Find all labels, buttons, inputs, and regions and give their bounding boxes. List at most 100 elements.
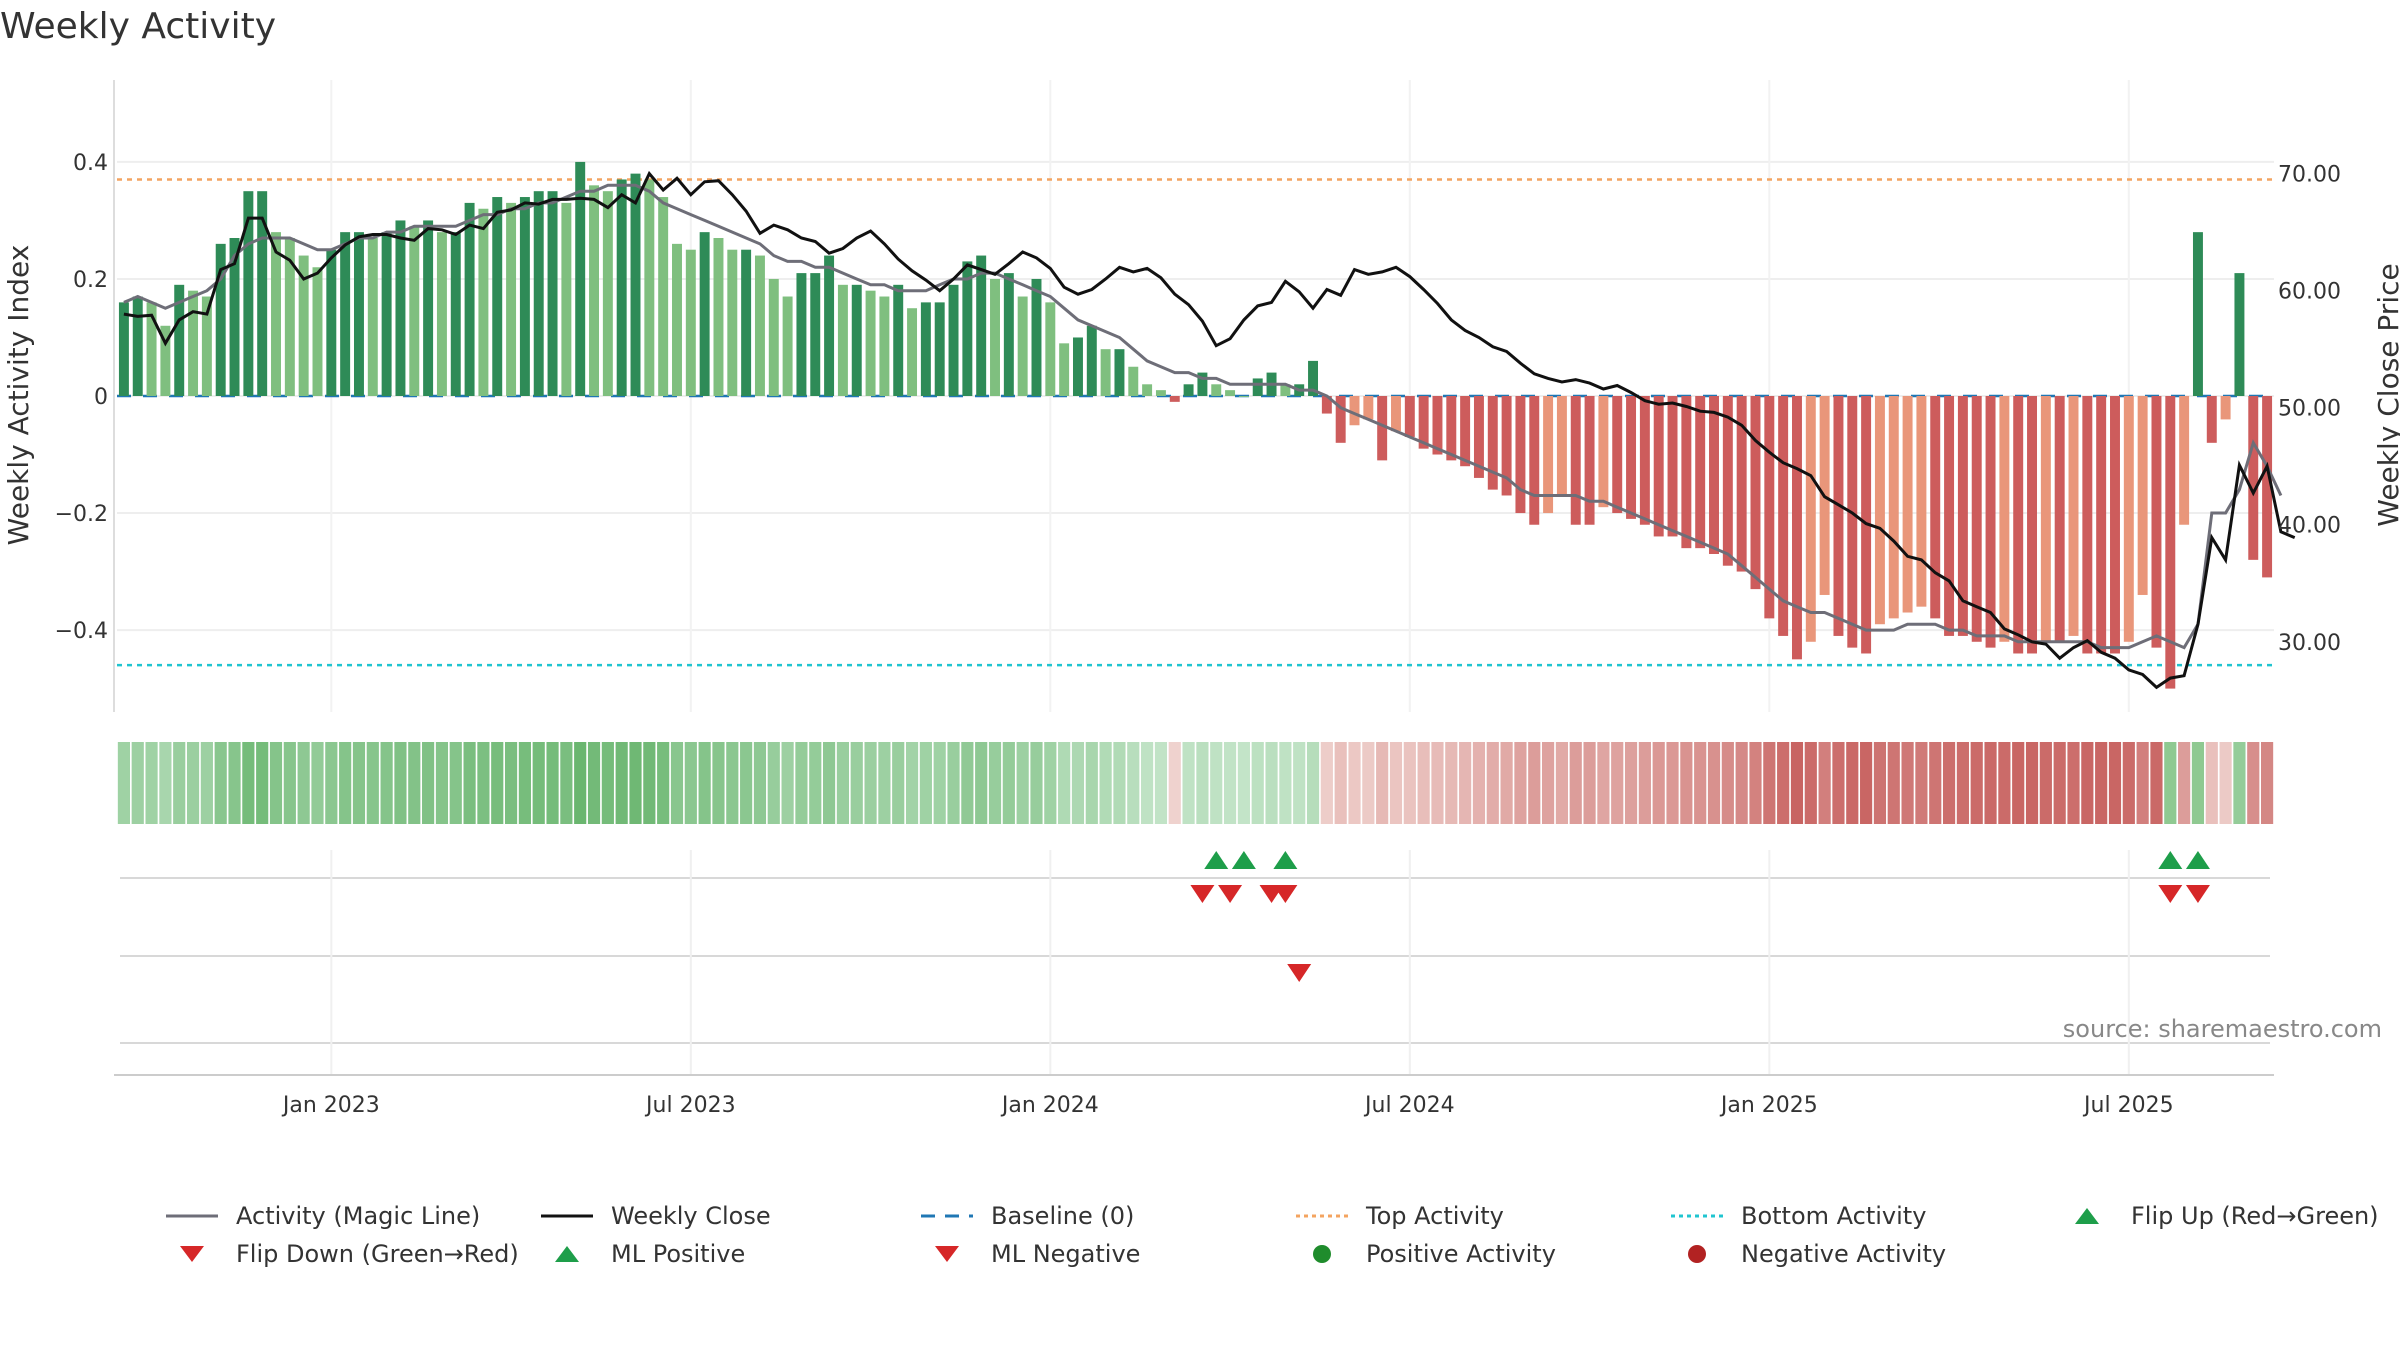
activity-bar bbox=[824, 255, 835, 396]
heat-cell bbox=[947, 742, 960, 824]
heat-cell bbox=[1500, 742, 1513, 824]
legend-item: ML Positive bbox=[535, 1238, 745, 1270]
ml-negative-marker bbox=[2185, 885, 2210, 903]
activity-bar bbox=[2165, 396, 2176, 689]
activity-bar bbox=[2151, 396, 2162, 648]
heat-cell bbox=[1984, 742, 1997, 824]
y-tick-left: −0.4 bbox=[55, 619, 108, 644]
activity-bar bbox=[1501, 396, 1512, 496]
y-tick-right: 30.00 bbox=[2278, 631, 2341, 656]
heat-cell bbox=[1956, 742, 1969, 824]
activity-bar bbox=[533, 191, 544, 396]
heat-cell bbox=[2205, 742, 2218, 824]
heat-cell bbox=[988, 742, 1002, 824]
heat-cell bbox=[574, 742, 587, 824]
activity-bar bbox=[1072, 337, 1083, 396]
heat-cell bbox=[366, 742, 379, 824]
activity-bar bbox=[174, 284, 185, 396]
heat-cell bbox=[629, 742, 642, 824]
activity-bar bbox=[934, 302, 945, 396]
heat-cell bbox=[2233, 742, 2246, 824]
heat-cell bbox=[131, 742, 144, 824]
heat-cell bbox=[1030, 742, 1043, 824]
activity-bar bbox=[312, 267, 323, 396]
activity-bar bbox=[492, 197, 503, 396]
activity-bar bbox=[1639, 396, 1650, 525]
heat-cell bbox=[477, 742, 490, 824]
activity-bar bbox=[990, 278, 1000, 396]
activity-bar bbox=[284, 238, 295, 396]
activity-bar bbox=[1031, 278, 1042, 396]
activity-bar bbox=[118, 302, 129, 396]
activity-bar bbox=[395, 220, 406, 396]
activity-bar bbox=[865, 290, 876, 396]
heat-cell bbox=[1666, 742, 1679, 824]
activity-bar bbox=[2040, 396, 2051, 642]
heat-cell bbox=[1707, 742, 1721, 824]
activity-bar bbox=[1418, 396, 1429, 449]
activity-bar bbox=[1059, 343, 1070, 396]
tri-up-green-icon bbox=[2075, 1208, 2099, 1224]
circle-darkred-icon bbox=[1688, 1245, 1706, 1263]
heat-cell bbox=[712, 742, 725, 824]
activity-bar bbox=[1791, 396, 1802, 660]
activity-bar bbox=[506, 202, 517, 396]
ml-positive-marker bbox=[1204, 851, 1229, 869]
activity-bar bbox=[257, 191, 268, 396]
heat-cell bbox=[2191, 742, 2205, 824]
weekly-close-series bbox=[123, 170, 2296, 690]
activity-bar bbox=[1045, 302, 1056, 396]
heat-cell bbox=[864, 742, 877, 824]
heat-cell bbox=[1320, 742, 1333, 824]
heat-cell bbox=[933, 742, 946, 824]
heat-cell bbox=[1749, 742, 1762, 824]
activity-bar bbox=[1473, 396, 1484, 478]
activity-bar bbox=[1377, 396, 1388, 461]
activity-bar bbox=[1238, 396, 1249, 397]
activity-bar bbox=[879, 296, 890, 396]
activity-bar bbox=[1584, 396, 1595, 525]
heat-cell bbox=[1196, 742, 1209, 824]
activity-bar bbox=[920, 302, 931, 396]
heat-cell bbox=[1860, 742, 1873, 824]
heat-cell bbox=[1141, 742, 1154, 824]
ml-negative-marker bbox=[1190, 885, 1215, 903]
heat-cell bbox=[394, 742, 407, 824]
heat-cell bbox=[546, 742, 559, 824]
chart-canvas: 0.4 0.2 0 −0.2 −0.4 70.00 60.00 50.00 40.00 30.00… bbox=[2, 80, 2400, 1118]
heat-cell bbox=[878, 742, 891, 824]
heat-cell bbox=[2178, 742, 2191, 824]
heat-cell bbox=[1887, 742, 1900, 824]
activity-bar bbox=[1874, 396, 1885, 625]
heat-cell bbox=[532, 742, 545, 824]
activity-bar bbox=[1847, 396, 1858, 648]
heat-cell bbox=[2053, 742, 2066, 824]
activity-bar bbox=[381, 232, 392, 396]
heat-cell bbox=[1459, 742, 1472, 824]
heat-cell bbox=[1929, 742, 1942, 824]
x-axis: Jan 2023 Jul 2023 Jan 2024 Jul 2024 Jan 2025… bbox=[281, 1093, 2174, 1118]
activity-bar bbox=[1225, 390, 1236, 396]
activity-bar bbox=[589, 185, 600, 396]
activity-bar bbox=[2192, 232, 2203, 396]
heat-cell bbox=[228, 742, 241, 824]
activity-bar bbox=[1888, 396, 1899, 619]
activity-bar bbox=[1543, 396, 1554, 514]
heat-cell bbox=[1085, 742, 1098, 824]
activity-bar bbox=[1211, 384, 1222, 396]
heat-cell bbox=[1265, 742, 1278, 824]
heat-cell bbox=[1334, 742, 1347, 824]
x-tick-label: Jul 2023 bbox=[644, 1093, 736, 1118]
activity-bar bbox=[2262, 396, 2273, 578]
activity-bar bbox=[754, 255, 765, 396]
heat-cell bbox=[2108, 742, 2122, 824]
legend-label: Weekly Close bbox=[611, 1202, 771, 1230]
activity-bar bbox=[1308, 360, 1319, 396]
activity-bar bbox=[1515, 396, 1526, 514]
heat-cell bbox=[1735, 742, 1748, 824]
heat-cell bbox=[325, 742, 338, 824]
legend-item: Weekly Close bbox=[535, 1200, 771, 1232]
activity-bar bbox=[1349, 396, 1360, 426]
y-axis-left-label: Weekly Activity Index bbox=[2, 245, 35, 546]
heat-cell bbox=[1210, 742, 1223, 824]
